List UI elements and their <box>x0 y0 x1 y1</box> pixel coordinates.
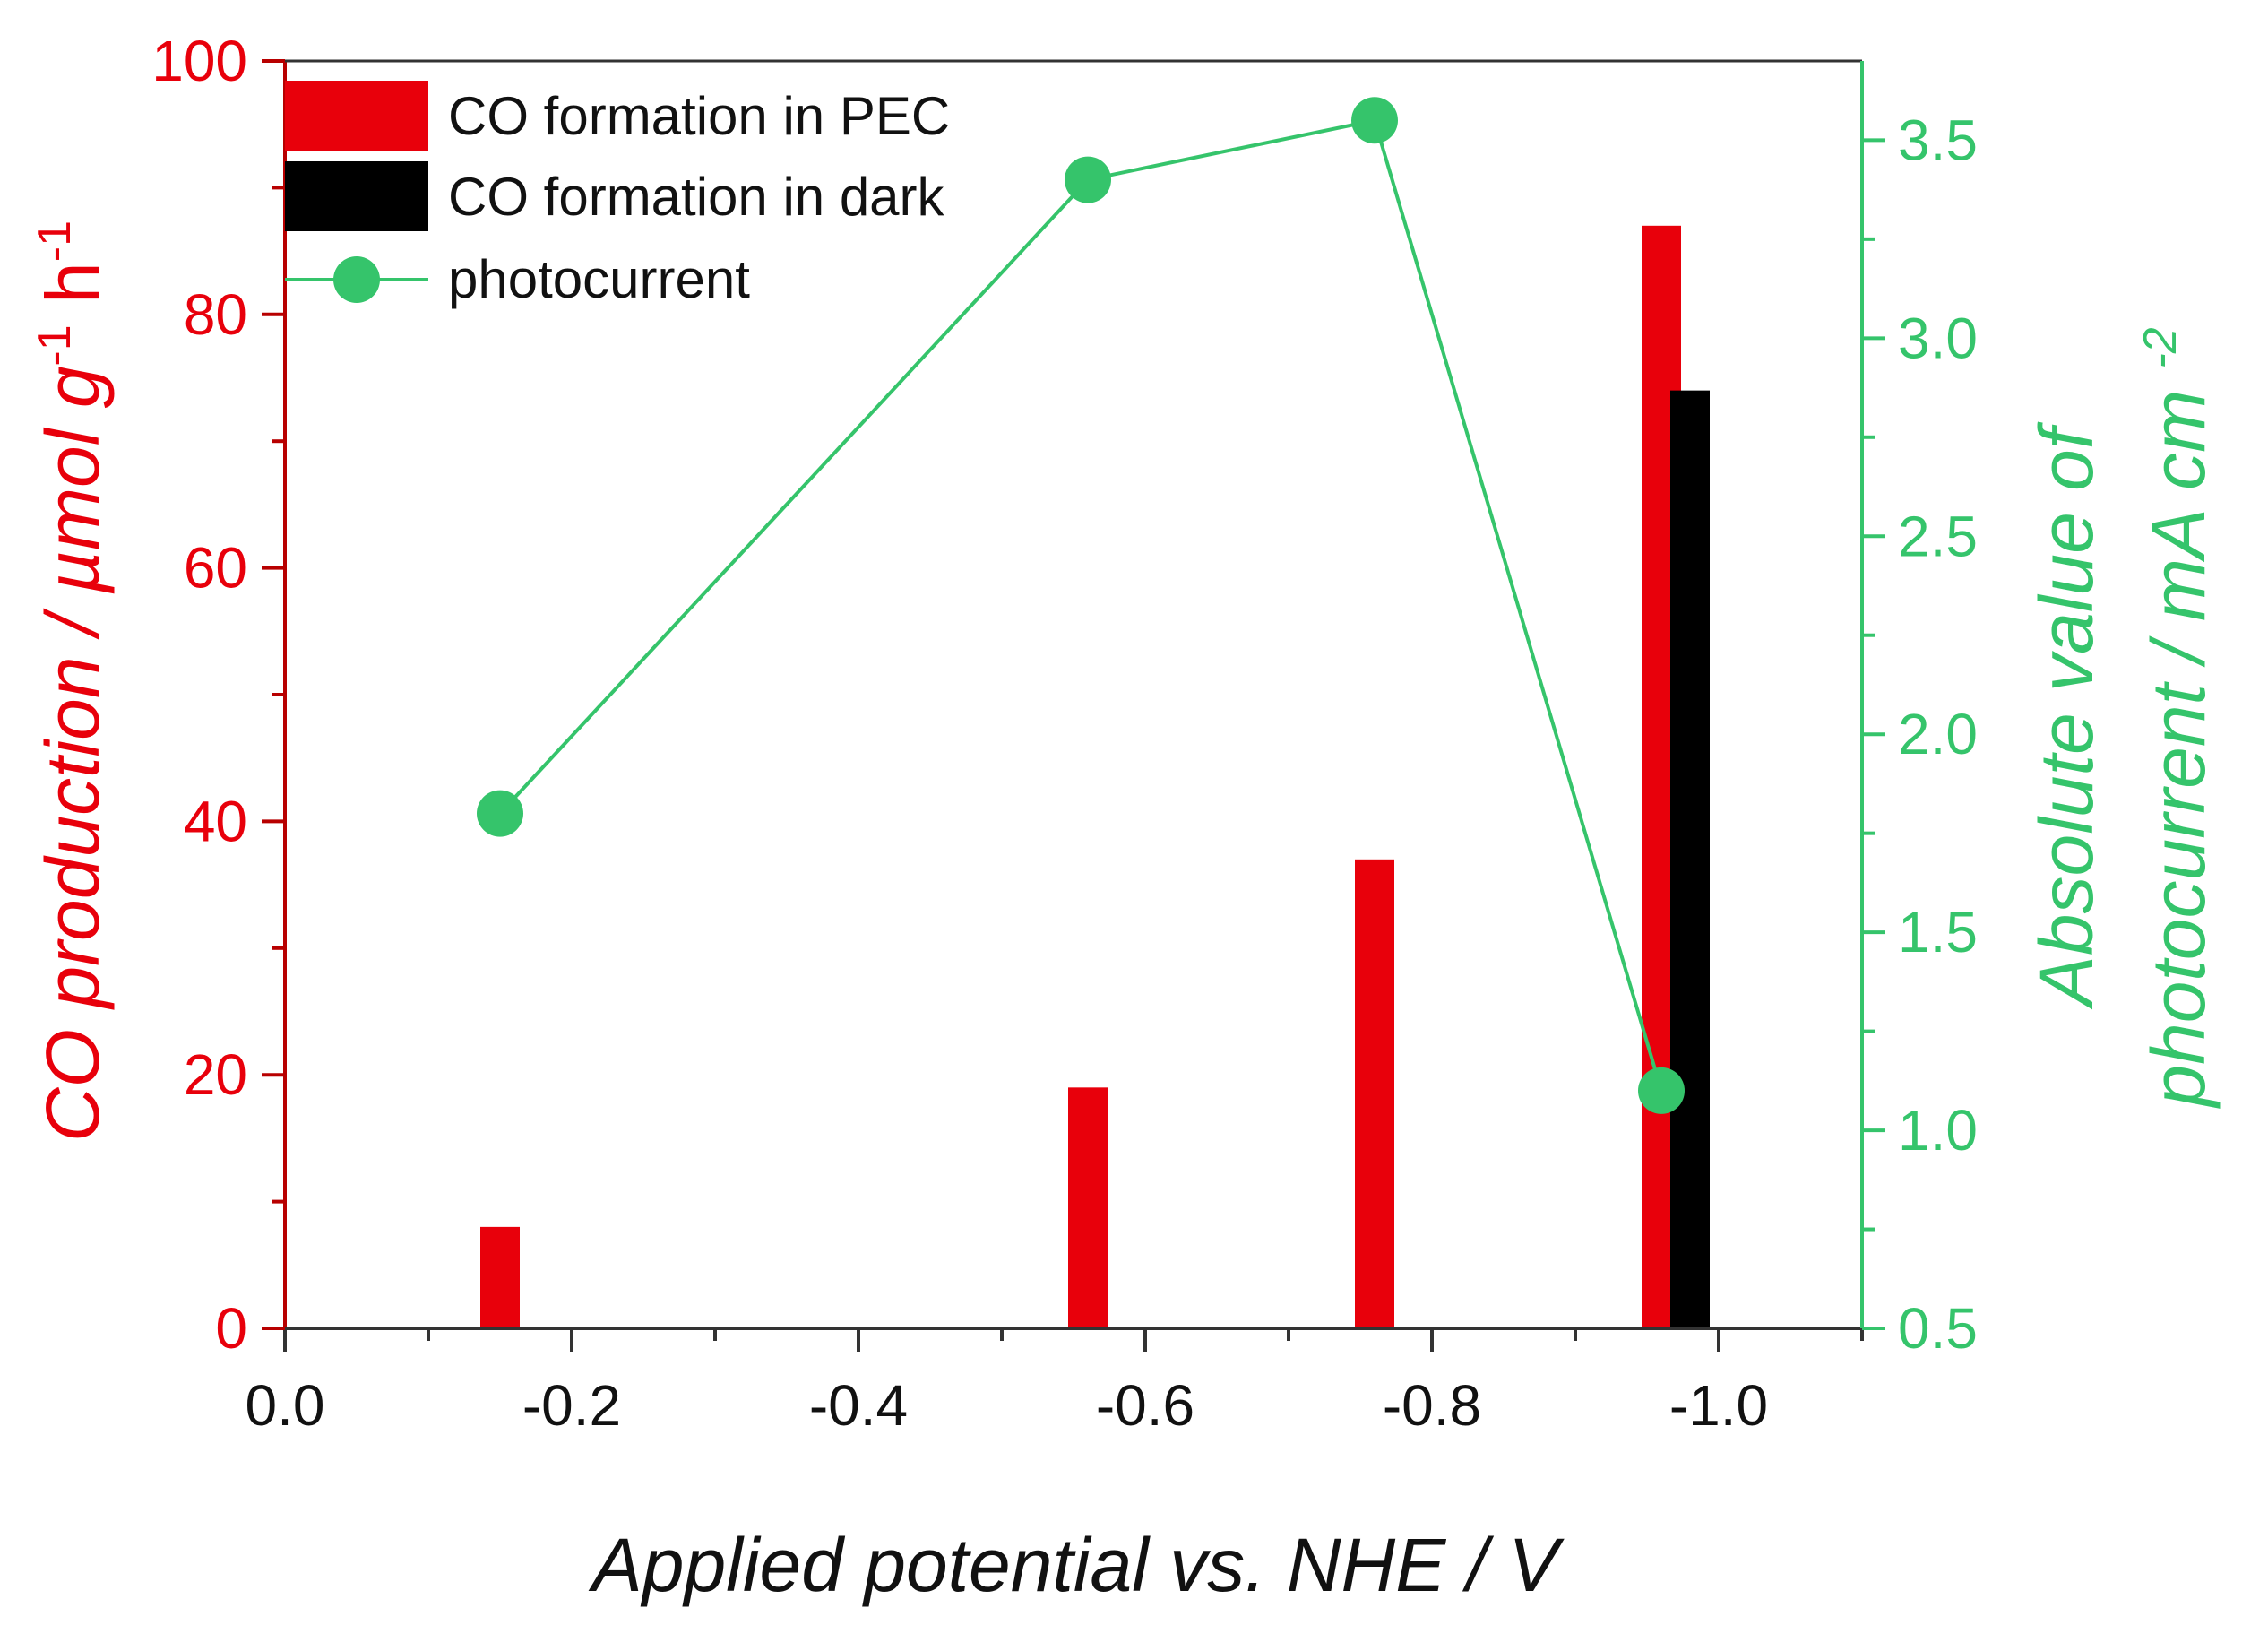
legend-label-photocurrent: photocurrent <box>448 249 750 309</box>
x-tick-label: -1.0 <box>1669 1373 1768 1438</box>
legend: CO formation in PEC CO formation in dark p… <box>285 81 950 309</box>
photocurrent-line-layer <box>477 97 1685 1114</box>
x-tick-label: -0.2 <box>522 1373 621 1438</box>
legend-swatch-dark <box>285 161 428 231</box>
y-left-title-part-1: -1 <box>29 324 81 366</box>
y-left-tick-label: 40 <box>184 789 247 853</box>
photocurrent-point-2 <box>1351 97 1398 144</box>
photocurrent-point-3 <box>1638 1067 1685 1114</box>
photocurrent-line <box>498 117 1663 1092</box>
bar-pec-0 <box>480 1226 520 1328</box>
y-left-title-part-3: -1 <box>29 220 81 262</box>
y-left-tick-label: 0 <box>215 1296 247 1361</box>
y-left-tick-label: 80 <box>184 282 247 347</box>
photocurrent-point-0 <box>477 790 523 837</box>
y-right-tick-label: 2.0 <box>1898 702 1978 766</box>
legend-label-pec: CO formation in PEC <box>448 86 950 146</box>
x-tick-label: -0.6 <box>1096 1373 1194 1438</box>
y-right-tick-label: 1.0 <box>1898 1098 1978 1163</box>
y-right-tick-label: 2.5 <box>1898 504 1978 568</box>
legend-label-dark: CO formation in dark <box>448 167 945 227</box>
y-left-axis-title: CO production / µmol g-1 h-1 <box>29 220 115 1142</box>
x-tick-label: 0.0 <box>246 1373 325 1438</box>
axis-titles: Applied potential vs. NHE / V CO producti… <box>29 220 2221 1607</box>
photocurrent-point-1 <box>1065 156 1111 203</box>
y-right-axis-title-line2: photocurrent / mA cm -2 <box>2134 327 2221 1110</box>
bar-dark-0 <box>1670 390 1710 1328</box>
x-tick-label: -0.8 <box>1383 1373 1481 1438</box>
y-right-axis-title-line1: Absolute value of <box>2024 421 2108 1010</box>
x-tick-label: -0.4 <box>809 1373 908 1438</box>
y-left-title-part-0: CO production / µmol g <box>30 367 115 1142</box>
y-right-tick-label: 0.5 <box>1898 1296 1978 1361</box>
y-left-tick-label: 60 <box>184 536 247 601</box>
y-left-tick-label: 100 <box>151 29 247 93</box>
axes-layer: 0.0 -0.2 -0.4 -0.6 -0.8 -1.0 0 20 40 60 80 100 0.5 1.… <box>151 29 1978 1438</box>
x-axis-title: Applied potential vs. NHE / V <box>588 1523 1565 1607</box>
bar-pec-1 <box>1068 1087 1108 1328</box>
legend-swatch-pec <box>285 81 428 151</box>
y-right-tick-label: 3.5 <box>1898 108 1978 172</box>
y-left-tick-label: 20 <box>184 1042 247 1107</box>
bar-pec-2 <box>1355 859 1394 1328</box>
legend-marker-photocurrent <box>333 256 380 303</box>
bars-layer <box>480 225 1710 1328</box>
y-right-tick-label: 3.0 <box>1898 306 1978 370</box>
y-right-title-sup: -2 <box>2134 327 2186 368</box>
y-left-title-part-2: h <box>30 262 115 324</box>
y-right-title-main: photocurrent / mA cm <box>2136 369 2221 1110</box>
y-right-tick-label: 1.5 <box>1898 900 1978 964</box>
